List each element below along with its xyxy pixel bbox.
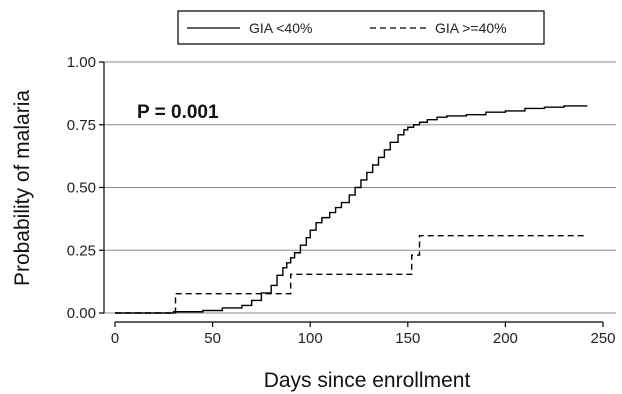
p-value-annotation: P = 0.001 [137, 102, 219, 123]
y-axis-title: Probability of malaria [11, 90, 34, 286]
y-tick-label-2: 0.50 [67, 180, 96, 197]
x-tick-label-0: 0 [111, 330, 119, 347]
x-tick-label-2: 100 [298, 330, 323, 347]
x-tick-label-3: 150 [395, 330, 420, 347]
y-tick-label-0: 0.00 [67, 305, 96, 322]
series-layer [115, 105, 588, 314]
x-tick-label-1: 50 [204, 330, 221, 347]
x-tick-label-5: 250 [590, 330, 615, 347]
y-tick-label-3: 0.75 [67, 117, 96, 134]
x-axis-title: Days since enrollment [264, 369, 471, 392]
legend-label-gia-below-40: GIA <40% [249, 20, 312, 36]
legend-label-gia-above-40: GIA >=40% [435, 20, 507, 36]
series-line-gia-above-40 [115, 234, 588, 314]
gridlines [104, 61, 616, 314]
axes: 0.00 0.25 0.50 0.75 1.00 0 50 100 150 200 250 [67, 54, 616, 347]
x-tick-label-4: 200 [493, 330, 518, 347]
y-tick-label-1: 0.25 [67, 242, 96, 259]
series-line-gia-below-40 [115, 105, 588, 314]
y-tick-label-4: 1.00 [67, 54, 96, 71]
legend: GIA <40% GIA >=40% [177, 10, 545, 45]
